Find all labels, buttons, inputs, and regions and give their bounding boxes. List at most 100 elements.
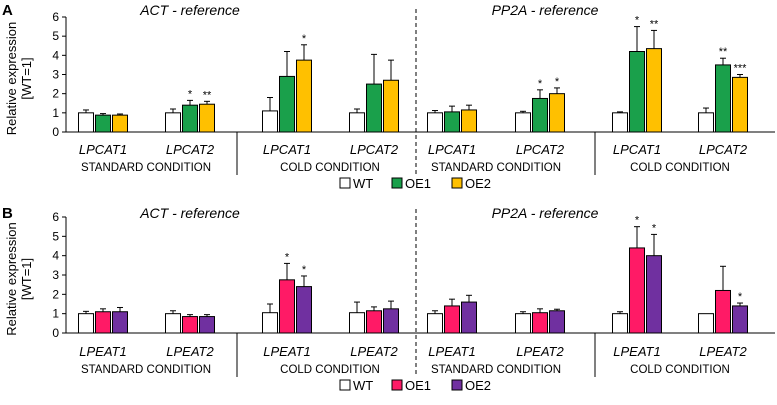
panel-b-gene-label: LPEAT1 xyxy=(263,344,310,359)
panel-b-condition-label: COLD CONDITION xyxy=(280,364,380,376)
panel-a-gene-label: LPCAT2 xyxy=(516,142,565,157)
panel-a-condition-label: STANDARD CONDITION xyxy=(81,162,211,174)
panel-b: 0 1 2 3 4 5 6 Relative expression[WT=1] ACT - re… xyxy=(4,205,775,393)
panel-b-bar-oe2 xyxy=(549,310,565,334)
panel-a-bar-oe1 xyxy=(715,64,731,133)
panel-b-legend-label-wt: WT xyxy=(353,378,373,393)
panel-b-bar-oe1 xyxy=(95,311,111,334)
panel-a-bar-oe1 xyxy=(629,51,645,133)
panel-a-condition-label: STANDARD CONDITION xyxy=(431,162,561,174)
panel-b-condition-label: STANDARD CONDITION xyxy=(431,364,561,376)
panel-b-gene-label: LPEAT1 xyxy=(79,344,126,359)
panel-b-bar-oe2 xyxy=(461,301,477,334)
panel-b-bar-oe1 xyxy=(629,247,645,334)
panel-b-bar-oe1 xyxy=(366,310,382,334)
panel-a-y-axis-label-line2: [WT=1] xyxy=(19,57,34,99)
panel-a-y-axis-label-line1: Relative expression xyxy=(4,22,19,135)
panel-b-section-title: ACT - reference xyxy=(139,205,240,221)
panel-a-bar-wt xyxy=(78,112,94,133)
panel-b-legend-swatch-oe1 xyxy=(391,379,403,391)
panel-b-legend-label-oe2: OE2 xyxy=(465,378,491,393)
panel-a-significance-mark: ** xyxy=(719,46,728,58)
panel-a-significance-mark: ** xyxy=(203,89,212,101)
panel-b-significance-mark: * xyxy=(652,222,657,234)
panel-b-gene-label: LPEAT2 xyxy=(516,344,564,359)
panel-a-significance-mark: *** xyxy=(734,63,748,75)
panel-a-bar-oe1 xyxy=(444,111,460,133)
panel-b-y-tick-label: 0 xyxy=(52,326,59,340)
panel-a-significance-mark: * xyxy=(635,15,640,27)
panel-b-bar-oe1 xyxy=(715,289,731,334)
panel-b-legend: WT OE1 OE2 xyxy=(339,378,491,393)
panel-a-bar-oe2 xyxy=(549,93,565,133)
panel-b-bar-oe2 xyxy=(296,286,312,334)
panel-a-y-tick-label: 2 xyxy=(52,87,59,101)
panel-b-significance-mark: * xyxy=(635,215,640,227)
panel-b-legend-label-oe1: OE1 xyxy=(405,378,431,393)
panel-b-bar-oe1 xyxy=(444,305,460,334)
panel-b-bar-wt xyxy=(262,312,278,334)
panel-a-legend: WT OE1 OE2 xyxy=(339,176,491,191)
panel-a-significance-mark: ** xyxy=(650,18,659,30)
panel-b-bar-wt xyxy=(612,313,628,334)
panel-a-bar-oe2 xyxy=(296,59,312,133)
panel-a-bar-wt xyxy=(698,112,714,133)
panel-a-condition-label: COLD CONDITION xyxy=(280,162,380,174)
panel-letter-a: A xyxy=(2,2,13,19)
panel-a-bar-oe1 xyxy=(366,83,382,133)
panel-b-bar-wt xyxy=(165,313,181,334)
panel-a-gene-label: LPCAT2 xyxy=(350,142,399,157)
panel-a-gene-label: LPCAT1 xyxy=(263,142,311,157)
panel-a-bar-wt xyxy=(427,112,443,133)
panel-a-gene-label: LPCAT1 xyxy=(79,142,127,157)
panel-a: 0 1 2 3 4 5 6 Relative expression[WT=1] ACT - re… xyxy=(4,2,775,191)
panel-a-section-title: PP2A - reference xyxy=(492,2,599,18)
panel-b-legend-swatch-wt xyxy=(339,379,351,391)
panel-b-section-title: PP2A - reference xyxy=(492,205,599,221)
panel-b-y-tick-label: 1 xyxy=(52,307,59,321)
panel-a-y-tick-label: 1 xyxy=(52,106,59,120)
panel-b-bar-wt xyxy=(698,313,714,334)
panel-b-bar-wt xyxy=(349,312,365,334)
panel-a-legend-label-oe1: OE1 xyxy=(405,176,431,191)
panel-a-legend-swatch-oe1 xyxy=(391,177,403,189)
panel-b-gene-label: LPEAT2 xyxy=(699,344,747,359)
panel-b-y-axis-label-line2: [WT=1] xyxy=(19,258,34,300)
panel-a-gene-label: LPCAT2 xyxy=(699,142,748,157)
panel-a-legend-swatch-oe2 xyxy=(451,177,463,189)
panel-b-bar-oe2 xyxy=(732,305,748,334)
panel-b-significance-mark: * xyxy=(285,251,290,263)
panel-b-bar-oe1 xyxy=(279,279,295,334)
panel-b-bar-oe2 xyxy=(199,316,215,334)
panel-b-y-axis-label-line1: Relative expression xyxy=(4,222,19,335)
panel-a-bar-wt xyxy=(612,112,628,133)
panel-b-bar-oe2 xyxy=(112,311,128,334)
panel-a-bar-oe2 xyxy=(732,76,748,133)
panel-a-bar-oe1 xyxy=(182,104,198,133)
panel-b-significance-mark: * xyxy=(302,264,307,276)
panel-b-y-tick-label: 3 xyxy=(52,268,59,282)
panel-a-legend-label-wt: WT xyxy=(353,176,373,191)
panel-a-bar-oe2 xyxy=(461,109,477,133)
panel-b-gene-label: LPEAT1 xyxy=(428,344,475,359)
panel-a-condition-label: COLD CONDITION xyxy=(630,162,730,174)
panel-a-bar-oe2 xyxy=(112,114,128,133)
panel-a-bar-wt xyxy=(515,112,531,133)
panel-a-significance-mark: * xyxy=(188,88,193,100)
panel-a-y-tick-label: 5 xyxy=(52,29,59,43)
panel-a-legend-swatch-wt xyxy=(339,177,351,189)
panel-b-bar-wt xyxy=(427,313,443,334)
panel-a-y-tick-label: 0 xyxy=(52,125,59,139)
panel-a-bar-oe2 xyxy=(383,79,399,133)
panel-a-bar-oe2 xyxy=(199,103,215,133)
panel-a-bar-oe1 xyxy=(95,114,111,133)
panel-b-y-tick-label: 6 xyxy=(52,210,59,224)
panel-a-significance-mark: * xyxy=(538,78,543,90)
panel-a-gene-label: LPCAT1 xyxy=(428,142,476,157)
panel-a-bar-oe2 xyxy=(646,48,662,133)
panel-a-y-tick-label: 6 xyxy=(52,10,59,24)
panel-b-y-axis-label: Relative expression[WT=1] xyxy=(4,222,34,335)
panel-a-bar-wt xyxy=(262,110,278,133)
